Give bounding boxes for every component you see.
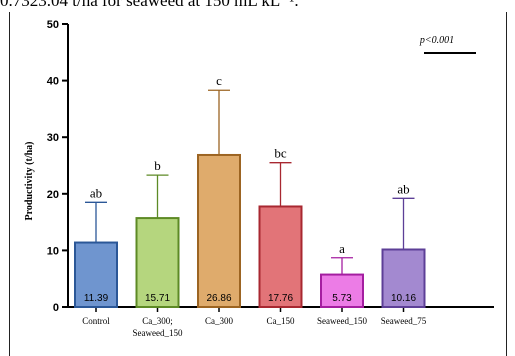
bar-group: 5.73 a Seaweed_150 bbox=[317, 241, 367, 326]
y-tick-label: 0 bbox=[53, 302, 59, 314]
bar bbox=[381, 248, 426, 308]
significance-letter: ab bbox=[90, 185, 102, 200]
x-category-label: Ca_300 bbox=[205, 316, 233, 326]
bar-value-label: 10.16 bbox=[391, 293, 416, 304]
y-axis-label: Productivity (t/ha) bbox=[24, 142, 35, 221]
y-tick-label: 50 bbox=[47, 19, 59, 31]
bar-value-label: 5.73 bbox=[332, 293, 352, 304]
bar-series: 11.39 ab Control 15.71 b Ca_300; Seaweed_150 26… bbox=[74, 73, 427, 338]
x-category-label: Seaweed_150 bbox=[133, 328, 183, 338]
y-tick-label: 30 bbox=[47, 132, 59, 144]
x-category-label: Control bbox=[82, 316, 110, 326]
x-category-label: Ca_150 bbox=[267, 316, 295, 326]
bar-group: 10.16 ab Seaweed_75 bbox=[381, 181, 427, 326]
annotation-group: p<0.001 bbox=[419, 35, 476, 54]
significance-letter: a bbox=[339, 241, 345, 256]
significance-letter: ab bbox=[397, 181, 409, 196]
bar-value-label: 17.76 bbox=[268, 293, 293, 304]
bar bbox=[258, 205, 303, 308]
y-tick-label: 10 bbox=[47, 245, 59, 257]
y-axis-label-group: Productivity (t/ha) bbox=[24, 142, 35, 221]
y-tick-label: 40 bbox=[47, 76, 59, 88]
significance-letter: b bbox=[154, 158, 161, 173]
p-value-annotation: p<0.001 bbox=[419, 35, 454, 46]
significance-letter: bc bbox=[274, 146, 287, 161]
bar bbox=[320, 273, 364, 309]
bar-value-label: 26.86 bbox=[206, 293, 231, 304]
figure-frame bbox=[9, 12, 507, 356]
bar-group: 15.71 b Ca_300; Seaweed_150 bbox=[133, 158, 183, 338]
header-text: 0.7323.04 t/ha for seaweed at 150 mL kL⁻… bbox=[0, 0, 299, 10]
bar bbox=[197, 153, 241, 308]
x-category-label: Ca_300; bbox=[142, 316, 173, 326]
bar bbox=[74, 241, 118, 308]
bar bbox=[135, 217, 180, 309]
x-category-label: Seaweed_75 bbox=[381, 316, 427, 326]
bar-value-label: 15.71 bbox=[145, 293, 170, 304]
bar-value-label: 11.39 bbox=[84, 293, 109, 304]
bar-group: 17.76 bc Ca_150 bbox=[258, 146, 303, 326]
bar-group: 26.86 c Ca_300 bbox=[197, 73, 241, 326]
x-category-label: Seaweed_150 bbox=[317, 316, 367, 326]
y-tick-label: 20 bbox=[47, 189, 59, 201]
significance-letter: c bbox=[216, 73, 222, 88]
bar-group: 11.39 ab Control bbox=[74, 185, 118, 326]
